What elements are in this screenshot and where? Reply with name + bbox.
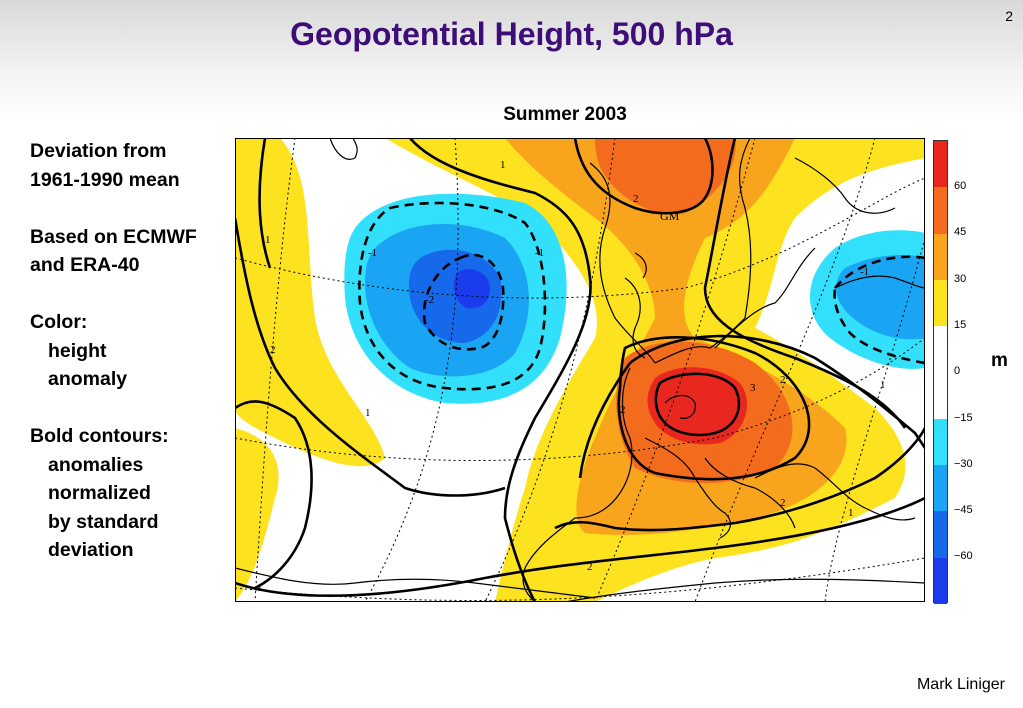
colorbar-tick-label: 0 [954,365,961,378]
colorbar-tick-label: 60 [954,180,967,192]
notes-line: 1961-1990 mean [30,168,180,191]
notes-line: and ERA-40 [30,254,140,276]
contour-label: -1 [535,247,544,259]
colorbar-segment [934,187,947,234]
slide-title: Geopotential Height, 500 hPa [290,16,733,52]
contour-label: -2 [425,294,434,306]
contour-label: 2 [270,344,276,356]
contour-label: 2 [620,404,626,416]
notes-panel: Deviation from 1961-1990 mean Based on E… [30,137,240,593]
notes-source: Based on ECMWF and ERA-40 [30,223,240,280]
colorbar-segment [934,465,947,512]
notes-line: by standard [48,510,159,533]
colorbar-tick-label: −45 [954,504,973,517]
notes-line: Bold contours: [30,425,169,447]
place-label-gm: GM [660,209,680,223]
contour-label: -1 [368,247,377,259]
colorbar-segment [934,279,947,327]
contour-label: 1 [500,159,506,171]
unit-label: m [991,350,1008,371]
colorbar-segment [934,557,947,604]
contour-label: 2 [633,193,639,205]
map-title: Summer 2003 [503,104,627,125]
colorbar-segment [934,372,947,419]
colorbar-segment [934,141,947,188]
contour-label: 3 [750,382,756,394]
colorbar-tick-label: −30 [954,457,973,470]
colorbar-tick-label: −15 [954,411,973,424]
contour-label: 1 [848,507,854,519]
colorbar-segment [934,326,947,373]
notes-line: height [48,339,107,362]
negative-contours [358,201,925,391]
contour-label: 2 [780,497,786,509]
notes-contours: Bold contours: anomalies normalized by s… [30,422,240,565]
colorbar [933,140,948,604]
notes-deviation: Deviation from 1961-1990 mean [30,137,240,194]
positive-contours [235,138,925,602]
colorbar-segment [934,418,947,466]
slide-number: 2 [1005,8,1013,24]
contour-label: 2 [587,561,593,573]
contour-label: 1 [365,407,371,419]
notes-line: normalized [48,482,151,504]
colorbar-tick-label: 15 [954,318,967,331]
author: Mark Liniger [916,676,1005,693]
colorbar-segment [934,233,947,280]
notes-color: Color: height anomaly [30,308,240,394]
colorbar-tick-label: 45 [954,226,967,239]
contour-labels: 1 2 -1 -2 3 2 1 2 2 1 2 1 1 1 2 -1 -1 [257,159,886,594]
notes-line: anomaly [48,368,128,390]
notes-line: Deviation from [30,140,167,162]
graticule [235,138,925,602]
contour-label: 1 [265,234,271,246]
notes-line: anomalies [48,453,144,476]
contour-label: 1 [257,582,263,594]
contour-label: -1 [860,266,869,278]
contour-label: 2 [780,374,786,386]
coastlines [235,138,925,602]
anomaly-map: 1 2 -1 -2 3 2 1 2 2 1 2 1 1 1 2 -1 -1 GM [235,138,925,602]
positive-anomaly-red [647,367,748,445]
negative-anomaly-east [810,230,925,369]
colorbar-segment [934,511,947,558]
colorbar-tick-label: −60 [954,550,973,563]
notes-line: Color: [30,311,88,333]
notes-line: Based on ECMWF [30,225,197,248]
colorbar-tick-label: 30 [954,272,967,285]
contour-label: 1 [880,379,886,391]
notes-line: deviation [48,539,134,561]
